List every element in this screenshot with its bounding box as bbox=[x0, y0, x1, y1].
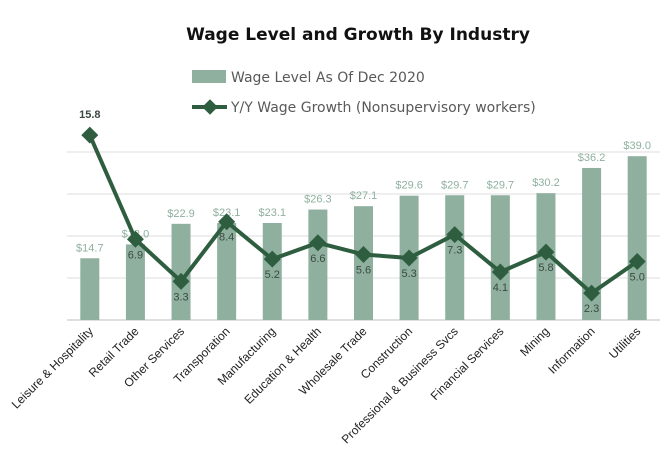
bar-value-label: $27.1 bbox=[350, 190, 378, 202]
category-label: Leisure & Hospitality bbox=[9, 324, 96, 411]
category-label: Utilities bbox=[606, 324, 643, 361]
bar-value-label: $29.7 bbox=[441, 179, 469, 191]
bar-value-label: $14.7 bbox=[76, 242, 104, 254]
bar-value-label: $29.6 bbox=[395, 180, 423, 192]
growth-value-label: 7.3 bbox=[447, 245, 462, 257]
bar-value-label: $26.3 bbox=[304, 194, 332, 206]
growth-marker-11 bbox=[583, 284, 601, 302]
legend: Wage Level As Of Dec 2020 Y/Y Wage Growt… bbox=[192, 70, 536, 116]
bar-0 bbox=[80, 258, 100, 320]
bars bbox=[80, 156, 647, 320]
category-label: Information bbox=[545, 324, 597, 376]
growth-marker-0 bbox=[81, 126, 99, 144]
bar-value-label: $30.2 bbox=[532, 177, 560, 189]
growth-markers bbox=[81, 126, 646, 302]
category-label: Education & Health bbox=[241, 324, 324, 407]
growth-value-label: 5.6 bbox=[356, 264, 371, 276]
growth-marker-12 bbox=[628, 253, 646, 270]
bar-12 bbox=[627, 156, 647, 320]
growth-marker-5 bbox=[309, 234, 327, 252]
growth-value-label: 6.6 bbox=[310, 253, 325, 265]
growth-marker-4 bbox=[263, 250, 281, 268]
growth-marker-9 bbox=[491, 263, 509, 281]
bar-1 bbox=[125, 244, 145, 320]
growth-value-label: 4.1 bbox=[493, 282, 508, 294]
legend-swatch-bar bbox=[192, 70, 226, 83]
growth-marker-6 bbox=[355, 245, 372, 263]
category-label: Mining bbox=[517, 324, 552, 359]
bar-labels: $14.7$18.0$22.9$23.1$23.1$26.3$27.1$29.6… bbox=[76, 140, 651, 254]
legend-label-line: Y/Y Wage Growth (Nonsupervisory workers) bbox=[230, 100, 536, 116]
legend-label-bar: Wage Level As Of Dec 2020 bbox=[231, 70, 425, 86]
bar-value-label: $22.9 bbox=[167, 208, 195, 220]
bar-value-label: $23.1 bbox=[213, 207, 241, 219]
bar-value-label: $39.0 bbox=[623, 140, 651, 152]
growth-value-label: 5.8 bbox=[538, 262, 553, 274]
chart-title: Wage Level and Growth By Industry bbox=[186, 25, 530, 45]
growth-marker-7 bbox=[400, 249, 418, 267]
bar-5 bbox=[308, 209, 328, 320]
growth-marker-1 bbox=[126, 230, 144, 248]
growth-value-label: 5.2 bbox=[265, 269, 280, 281]
bar-2 bbox=[171, 223, 191, 320]
bar-value-label: $29.7 bbox=[487, 179, 515, 191]
bar-9 bbox=[490, 195, 510, 320]
bar-8 bbox=[445, 195, 465, 320]
bar-value-label: $36.2 bbox=[578, 152, 606, 164]
growth-marker-3 bbox=[218, 213, 236, 231]
bar-4 bbox=[262, 222, 282, 320]
growth-value-label: 6.9 bbox=[128, 249, 143, 261]
legend-swatch-marker bbox=[202, 99, 218, 115]
growth-value-label: 8.4 bbox=[219, 232, 234, 244]
growth-labels: 15.8 6.9 3.3 8.4 5.2 6.6 5.6 5.3 7.3 4.1 5.8 2.3 5.0 bbox=[79, 109, 645, 315]
growth-value-label: 2.3 bbox=[584, 303, 599, 315]
bar-value-label: $23.1 bbox=[259, 207, 287, 219]
growth-value-label: 3.3 bbox=[173, 291, 188, 303]
growth-value-label: 5.0 bbox=[630, 272, 645, 284]
bar-11 bbox=[582, 167, 602, 320]
bar-6 bbox=[354, 206, 373, 320]
growth-marker-10 bbox=[537, 243, 555, 261]
growth-marker-2 bbox=[172, 272, 190, 290]
growth-marker-8 bbox=[446, 226, 464, 244]
growth-value-label: 15.8 bbox=[79, 109, 100, 121]
growth-value-label: 5.3 bbox=[401, 268, 416, 280]
bar-3 bbox=[217, 222, 237, 320]
